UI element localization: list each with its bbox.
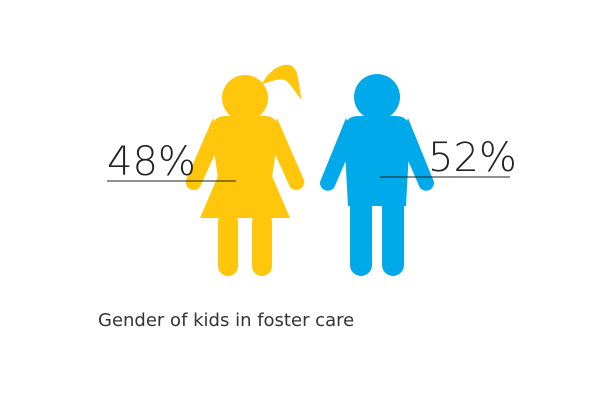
boy-leg-left: [350, 196, 372, 276]
boy-torso: [344, 116, 410, 206]
boy-head: [354, 74, 400, 120]
girl-leg-right: [252, 212, 272, 276]
boy-icon: [319, 74, 435, 276]
girl-arm-left: [185, 118, 220, 191]
girl-leg-left: [218, 212, 238, 276]
girl-head: [222, 75, 268, 121]
girl-icon: [185, 64, 305, 276]
chart-caption: Gender of kids in foster care: [98, 310, 355, 331]
girl-skirt: [200, 176, 290, 218]
girl-ponytail: [262, 64, 302, 100]
boy-leg-right: [382, 196, 404, 276]
girl-arm-right: [270, 118, 305, 191]
girl-torso: [211, 116, 279, 178]
boy-percent-label: 52%: [428, 135, 517, 181]
girl-percent-label: 48%: [107, 139, 196, 185]
